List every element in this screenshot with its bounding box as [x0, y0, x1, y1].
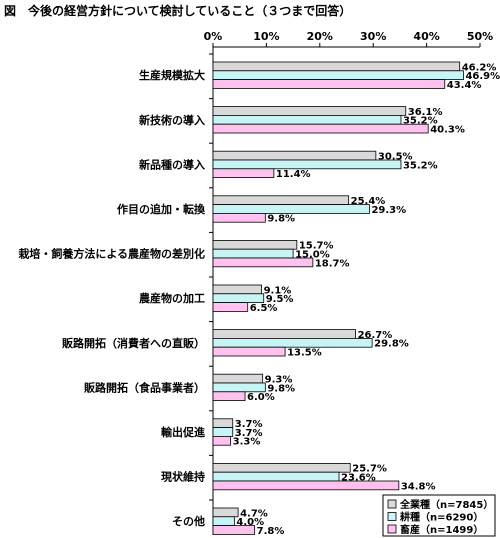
data-label: 26.7% — [358, 330, 393, 341]
x-tick-label: 40% — [413, 30, 439, 43]
data-label: 30.5% — [378, 152, 413, 163]
data-label: 3.7% — [235, 428, 263, 439]
bar-all — [212, 462, 351, 473]
legend-swatch — [387, 524, 397, 534]
data-label: 25.7% — [352, 464, 387, 475]
bar-livestock — [212, 302, 249, 312]
data-label: 25.4% — [351, 196, 386, 207]
data-label: 35.2% — [403, 116, 438, 127]
bar-all — [212, 329, 356, 339]
data-label: 43.4% — [447, 80, 482, 91]
bar-livestock — [212, 391, 246, 401]
bar-livestock — [212, 525, 256, 535]
data-label: 46.2% — [462, 62, 497, 73]
data-label: 9.1% — [264, 285, 292, 296]
bar-crop — [212, 516, 235, 526]
data-label: 6.0% — [247, 392, 275, 403]
data-label: 7.8% — [257, 526, 285, 537]
category-label: 新品種の導入 — [139, 157, 205, 171]
bar-crop — [212, 337, 373, 348]
category-label: 現状維持 — [161, 470, 205, 484]
category-label: 新技術の導入 — [139, 113, 205, 127]
data-label: 35.2% — [403, 160, 438, 171]
bar-crop — [212, 115, 402, 125]
bar-livestock — [212, 435, 232, 446]
bar-all — [212, 239, 298, 250]
data-label: 15.7% — [299, 241, 334, 252]
bar-crop — [212, 70, 464, 81]
category-label: 輸出促進 — [161, 425, 206, 439]
category-label: 販路開拓（消費者への直販） — [62, 336, 205, 350]
data-label: 9.8% — [267, 214, 295, 225]
data-label: 29.8% — [374, 339, 409, 350]
category-label: 栽培・飼養方法による農産物の差別化 — [18, 247, 205, 261]
data-label: 46.9% — [465, 71, 500, 82]
data-label: 29.3% — [371, 205, 406, 216]
x-tick-label: 30% — [360, 30, 386, 43]
bar-livestock — [212, 123, 429, 134]
bar-crop — [212, 382, 266, 393]
data-label: 3.3% — [233, 437, 261, 448]
legend-box — [382, 494, 496, 537]
bar-livestock — [212, 480, 400, 491]
category-label: 販路開拓（食品事業者） — [84, 380, 205, 394]
data-label: 18.7% — [315, 258, 350, 269]
chart-title: 図 今後の経営方針について検討していること（３つまで回答） — [4, 4, 352, 18]
legend-swatch — [387, 512, 397, 521]
bar-crop — [212, 159, 402, 170]
bar-all — [212, 507, 239, 518]
bar-crop — [212, 471, 340, 482]
bar-all — [212, 106, 407, 116]
bar-crop — [212, 293, 265, 303]
bar-crop — [212, 248, 294, 259]
category-label: その他 — [172, 514, 205, 528]
legend-swatch — [387, 499, 397, 509]
data-label: 6.5% — [250, 303, 278, 314]
legend: 全業種（n=7845）耕種（n=6290）畜産（n=1499） — [382, 494, 496, 537]
legend-label: 畜産（n=1499） — [400, 523, 483, 536]
bar-livestock — [212, 257, 314, 268]
bar-all — [212, 195, 350, 206]
bar-all — [212, 150, 377, 161]
data-label: 34.8% — [401, 481, 436, 492]
legend-label: 全業種（n=7845） — [399, 498, 493, 511]
bar-all — [212, 284, 262, 295]
data-label: 3.7% — [235, 419, 263, 430]
data-label: 4.7% — [240, 508, 268, 519]
data-label: 11.4% — [276, 169, 311, 180]
x-tick-label: 10% — [253, 30, 279, 43]
plot-area: 0% 10% 20% 30% 40% 50% 生産規模拡大 46.2%46.9%43.4% 新技… — [18, 30, 500, 537]
category-label: 生産規模拡大 — [139, 68, 205, 82]
data-label: 9.8% — [267, 383, 295, 394]
data-label: 9.3% — [265, 375, 293, 386]
data-label: 36.1% — [408, 107, 443, 118]
data-label: 4.0% — [236, 517, 264, 528]
legend-label: 耕種（n=6290） — [400, 511, 483, 524]
data-label: 9.5% — [266, 294, 294, 305]
x-tick-label: 50% — [467, 30, 493, 43]
bar-livestock — [212, 212, 266, 223]
bar-livestock — [212, 79, 446, 89]
bar-livestock — [212, 346, 286, 357]
x-tick-label: 20% — [307, 30, 333, 43]
data-label: 23.6% — [341, 473, 376, 484]
bar-crop — [212, 204, 370, 214]
bar-all — [212, 418, 234, 428]
data-label: 15.0% — [295, 250, 330, 261]
category-label: 農産物の加工 — [139, 291, 205, 305]
bar-crop — [212, 427, 234, 437]
bar-all — [212, 61, 461, 72]
data-label: 13.5% — [287, 348, 322, 359]
x-tick-label: 0% — [204, 30, 223, 43]
bar-livestock — [212, 168, 275, 179]
bar-all — [212, 373, 264, 384]
data-label: 40.3% — [430, 125, 465, 136]
category-label: 作目の追加・転換 — [117, 202, 206, 216]
